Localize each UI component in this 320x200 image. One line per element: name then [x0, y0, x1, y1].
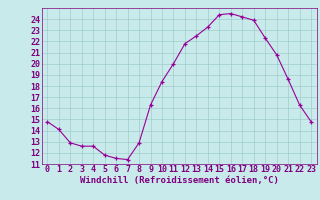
X-axis label: Windchill (Refroidissement éolien,°C): Windchill (Refroidissement éolien,°C): [80, 176, 279, 185]
